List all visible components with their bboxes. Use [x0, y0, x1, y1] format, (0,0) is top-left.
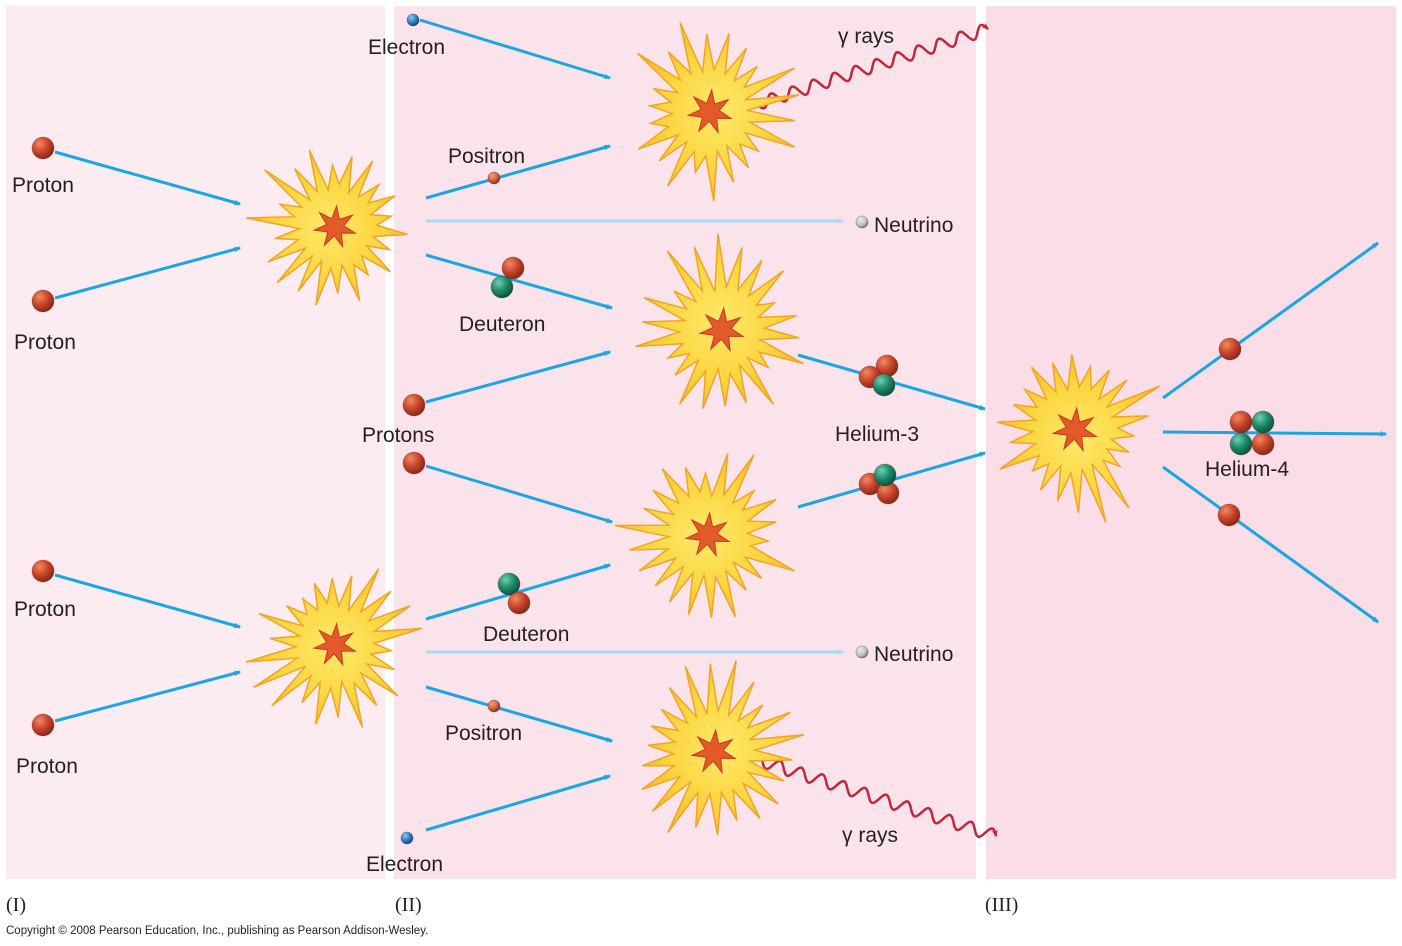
neutron [873, 463, 897, 487]
fusion-burst [997, 354, 1161, 523]
stage-marker-3: (III) [985, 894, 1018, 916]
neutron [1251, 410, 1275, 434]
reaction-arrow [54, 246, 242, 300]
label-neutrino-bottom: Neutrino [874, 643, 953, 666]
proton [507, 591, 531, 615]
proton [31, 289, 55, 313]
burst-core [312, 622, 357, 667]
proton [1229, 410, 1253, 434]
positron [487, 171, 501, 185]
positron [487, 699, 501, 713]
proton [31, 713, 55, 737]
label-proton-1: Proton [12, 174, 74, 197]
gamma-ray-wave [714, 22, 989, 124]
label-electron-bottom: Electron [366, 853, 443, 876]
neutrino [855, 645, 869, 659]
label-proton-3: Proton [14, 598, 76, 621]
burst-core [312, 204, 357, 249]
copyright-notice: Copyright © 2008 Pearson Education, Inc.… [6, 925, 428, 937]
fusion-bursts [245, 22, 1161, 836]
gamma-ray-waves [714, 22, 998, 838]
burst-core [1051, 406, 1098, 453]
label-neutrino-top: Neutrino [874, 214, 953, 237]
label-helium3: Helium-3 [835, 423, 919, 446]
reaction-arrow [1162, 241, 1379, 400]
proton [402, 393, 426, 417]
proton [1218, 337, 1242, 361]
reaction-arrow [425, 685, 614, 743]
burst-core [686, 88, 733, 135]
particles [31, 13, 1275, 845]
burst-core [698, 306, 745, 353]
label-electron-top: Electron [368, 36, 445, 59]
burst-core [684, 511, 731, 558]
neutron [497, 572, 521, 596]
label-proton-2: Proton [14, 331, 76, 354]
fusion-burst [615, 453, 795, 619]
fusion-burst [641, 660, 805, 836]
proton [402, 451, 426, 475]
label-proton-4: Proton [16, 755, 78, 778]
reaction-arrow [1162, 465, 1379, 624]
proton [31, 136, 55, 160]
label-deuteron-bottom: Deuteron [483, 623, 569, 646]
proton [31, 559, 55, 583]
reaction-arrows [54, 18, 1388, 832]
gamma-ray-wave [718, 746, 998, 838]
stage-marker-2: (II) [395, 894, 422, 916]
reaction-arrow [425, 144, 612, 200]
neutrino [855, 215, 869, 229]
neutron [872, 373, 896, 397]
reaction-arrow [419, 18, 612, 80]
fusion-burst [635, 233, 804, 409]
label-positron-top: Positron [448, 145, 525, 168]
reaction-arrow [54, 670, 242, 723]
label-deuteron-top: Deuteron [459, 313, 545, 336]
reaction-arrow [425, 253, 614, 310]
proton [1251, 432, 1275, 456]
label-protons: Protons [362, 424, 434, 447]
neutron [1229, 432, 1253, 456]
fusion-burst [245, 568, 423, 728]
reaction-arrow [54, 573, 242, 629]
reaction-arrow [425, 350, 612, 404]
reaction-arrow [54, 150, 242, 206]
fusion-burst [246, 149, 408, 306]
label-gamma-rays-top: γ rays [838, 25, 894, 48]
burst-core [690, 728, 737, 775]
reaction-arrow [425, 464, 614, 524]
electron [400, 831, 414, 845]
fusion-burst [637, 22, 800, 202]
label-helium4: Helium-4 [1205, 458, 1289, 481]
electron [406, 13, 420, 27]
neutron [490, 275, 514, 299]
reaction-arrow [1162, 430, 1388, 437]
reaction-arrow [425, 563, 612, 621]
proton [501, 256, 525, 280]
label-gamma-rays-bottom: γ rays [842, 824, 898, 847]
stage-marker-1: (I) [6, 894, 26, 916]
reaction-arrow [425, 774, 612, 832]
label-positron-bottom: Positron [445, 722, 522, 745]
proton [1217, 503, 1241, 527]
stage-1-panel [6, 6, 385, 879]
